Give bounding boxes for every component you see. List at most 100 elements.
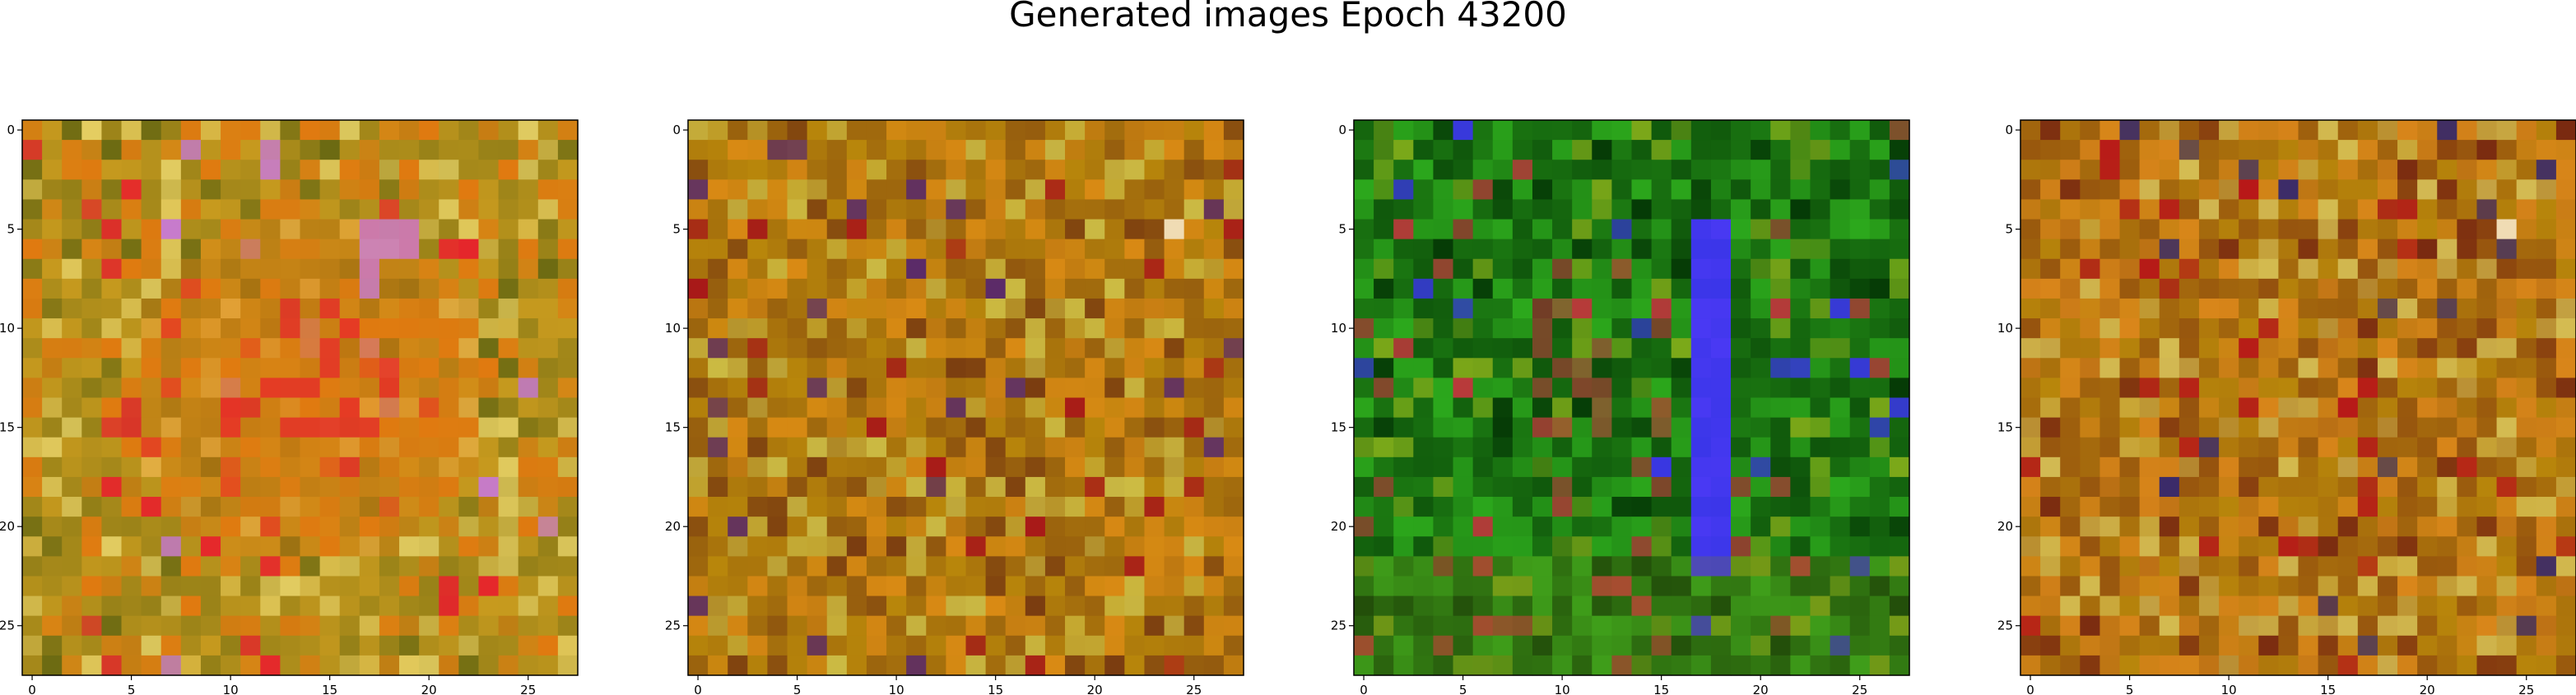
pixel-cell: [2040, 219, 2061, 240]
pixel-cell: [1124, 456, 1146, 478]
pixel-cell: [419, 635, 439, 656]
pixel-cell: [1472, 338, 1494, 359]
pixel-cell: [458, 476, 480, 498]
pixel-cell: [1223, 595, 1244, 617]
pixel-cell: [2080, 635, 2101, 656]
pixel-cell: [866, 517, 887, 537]
pixel-cell: [1651, 417, 1672, 438]
pixel-cell: [2536, 199, 2557, 220]
pixel-cell: [1512, 517, 1533, 537]
pixel-cell: [2357, 239, 2378, 260]
y-tick-label: 0: [1338, 123, 1346, 137]
pixel-cell: [221, 615, 241, 637]
pixel-cell: [2119, 595, 2141, 617]
pixel-cell: [280, 556, 301, 577]
pixel-cell: [2020, 120, 2041, 141]
pixel-cell: [1611, 456, 1633, 478]
pixel-cell: [359, 655, 380, 676]
pixel-cell: [42, 635, 63, 656]
pixel-cell: [1651, 378, 1672, 399]
pixel-cell: [319, 556, 341, 577]
pixel-cell: [379, 397, 400, 419]
pixel-cell: [886, 536, 907, 557]
pixel-cell: [557, 476, 579, 498]
pixel-cell: [2040, 199, 2061, 220]
pixel-cell: [160, 278, 182, 299]
pixel-cell: [1354, 219, 1374, 240]
pixel-cell: [708, 476, 728, 498]
pixel-cell: [1611, 635, 1633, 656]
pixel-cell: [1453, 179, 1474, 201]
pixel-cell: [537, 338, 559, 359]
pixel-cell: [22, 219, 43, 240]
pixel-cell: [767, 655, 788, 676]
pixel-cell: [2060, 199, 2081, 220]
pixel-cell: [2119, 140, 2141, 160]
pixel-cell: [807, 556, 828, 577]
pixel-cell: [826, 258, 848, 280]
pixel-cell: [2060, 239, 2081, 260]
pixel-cell: [2298, 199, 2319, 220]
pixel-cell: [826, 576, 848, 597]
pixel-cell: [787, 140, 808, 160]
pixel-cell: [1512, 140, 1533, 160]
pixel-cell: [985, 635, 1007, 656]
pixel-cell: [399, 576, 420, 597]
pixel-cell: [1790, 476, 1811, 498]
pixel-cell: [537, 298, 559, 319]
pixel-cell: [2417, 476, 2438, 498]
pixel-cell: [81, 576, 103, 597]
pixel-cell: [1203, 219, 1225, 240]
pixel-cell: [2219, 615, 2239, 637]
pixel-cell: [2496, 239, 2518, 260]
pixel-cell: [1354, 298, 1374, 319]
pixel-cell: [101, 318, 123, 339]
pixel-cell: [1710, 397, 1732, 419]
pixel-cell: [2159, 239, 2180, 260]
pixel-cell: [2080, 239, 2101, 260]
pixel-cell: [2536, 397, 2557, 419]
pixel-cell: [1393, 456, 1414, 478]
pixel-cell: [965, 417, 987, 438]
pixel-cell: [1770, 595, 1791, 617]
pixel-cell: [767, 397, 788, 419]
pixel-cell: [1453, 417, 1474, 438]
pixel-cell: [2377, 517, 2398, 537]
pixel-cell: [807, 179, 828, 201]
pixel-cell: [458, 378, 480, 399]
pixel-cell: [946, 318, 967, 339]
pixel-cell: [826, 635, 848, 656]
pixel-cell: [728, 199, 748, 220]
pixel-cell: [1433, 278, 1454, 299]
axes-frame: [21, 119, 579, 676]
pixel-cell: [379, 298, 400, 319]
pixel-cell: [1731, 160, 1751, 180]
pixel-cell: [379, 219, 400, 240]
pixel-cell: [1005, 239, 1026, 260]
axes-frame: [1353, 119, 1910, 676]
pixel-cell: [728, 160, 748, 180]
pixel-cell: [2139, 239, 2160, 260]
pixel-cell: [1631, 338, 1653, 359]
pixel-cell: [1453, 397, 1474, 419]
pixel-cell: [946, 179, 967, 201]
pixel-cell: [121, 417, 142, 438]
pixel-cell: [1849, 556, 1871, 577]
pixel-cell: [1731, 140, 1751, 160]
pixel-cell: [2040, 298, 2061, 319]
pixel-cell: [1690, 358, 1712, 378]
pixel-cell: [557, 278, 579, 299]
pixel-cell: [1025, 318, 1046, 339]
pixel-cell: [2457, 635, 2478, 656]
pixel-cell: [2278, 179, 2299, 201]
pixel-cell: [985, 437, 1007, 458]
pixel-cell: [1354, 239, 1374, 260]
pixel-cell: [1532, 497, 1553, 517]
pixel-cell: [62, 536, 82, 557]
pixel-cell: [2040, 615, 2061, 637]
pixel-cell: [121, 456, 142, 478]
pixel-cell: [1183, 219, 1205, 240]
pixel-cell: [1552, 378, 1573, 399]
pixel-cell: [1025, 219, 1046, 240]
pixel-cell: [359, 298, 380, 319]
